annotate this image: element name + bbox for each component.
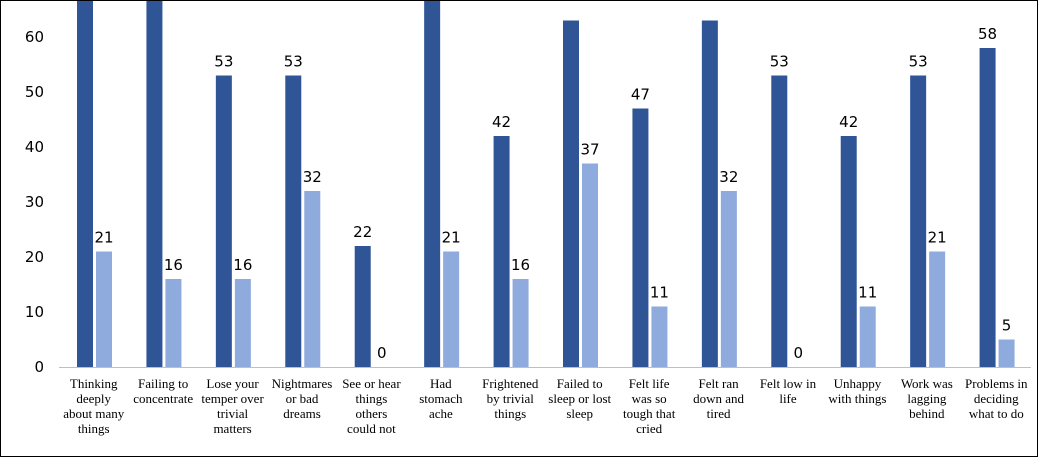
bar-series-1: [910, 75, 927, 367]
data-label: 16: [511, 256, 530, 274]
data-label: 32: [719, 168, 738, 186]
y-tick-label: 20: [25, 248, 44, 266]
data-label: 53: [770, 53, 789, 71]
bar-series-2: [720, 191, 737, 367]
data-label: 37: [580, 141, 599, 159]
data-label: 21: [94, 229, 113, 247]
y-tick-label: 50: [25, 83, 44, 101]
data-label: 11: [650, 284, 669, 302]
data-label: 58: [978, 25, 997, 43]
category-label: Work was lagging behind: [901, 376, 953, 421]
bar-series-1: [146, 1, 163, 367]
category-label: Failed to sleep or lost sleep: [548, 376, 611, 421]
bar-series-2: [651, 306, 668, 367]
bar-series-1: [771, 75, 788, 367]
bar-series-2: [96, 251, 112, 367]
y-tick-label: 0: [34, 358, 44, 376]
bar-series-2: [582, 163, 598, 367]
bar-series-1: [285, 75, 302, 367]
data-label: 0: [377, 344, 387, 362]
y-tick-label: 60: [25, 28, 44, 46]
bar-series-2: [165, 279, 182, 367]
data-label: 16: [233, 256, 252, 274]
category-label: Had stomach ache: [419, 376, 463, 421]
category-label: Failing to concentrate: [133, 376, 193, 406]
bar-series-1: [215, 75, 232, 367]
bar-series-2: [304, 191, 321, 367]
bar-series-1: [424, 1, 441, 367]
data-label: 42: [492, 113, 511, 131]
data-label: 53: [284, 53, 303, 71]
data-label: 21: [442, 229, 461, 247]
category-label: Thinking deeply about many things: [63, 376, 125, 436]
data-label: 47: [631, 86, 650, 104]
bar-series-1: [77, 1, 93, 367]
category-label: Problems in deciding what to do: [965, 376, 1028, 421]
category-label: Frightened by trivial things: [482, 376, 539, 421]
bar-series-2: [443, 251, 460, 367]
category-label: See or hear things others could not: [342, 376, 401, 436]
y-tick-label: 30: [25, 193, 44, 211]
data-label: 32: [303, 168, 322, 186]
bar-series-2: [234, 279, 251, 367]
data-label: 22: [353, 223, 372, 241]
category-label: Felt ran down and tired: [693, 376, 744, 421]
bar-series-2: [512, 279, 529, 367]
y-tick-label: 10: [25, 303, 44, 321]
y-tick-label: 40: [25, 138, 44, 156]
bar-series-1: [354, 246, 371, 367]
data-label: 5: [1002, 317, 1012, 335]
data-label: 21: [928, 229, 947, 247]
category-label: Nightmares or bad dreams: [272, 376, 333, 421]
data-label: 53: [909, 53, 928, 71]
data-label: 53: [214, 53, 233, 71]
bar-series-2: [859, 306, 876, 367]
category-label: Unhappy with things: [828, 376, 886, 406]
category-label: Felt life was so tough that cried: [623, 376, 676, 436]
data-label: 11: [858, 284, 877, 302]
bar-series-1: [563, 20, 579, 367]
data-label: 0: [794, 344, 804, 362]
bar-series-1: [493, 136, 510, 367]
category-label: Lose your temper over trivial matters: [201, 376, 264, 436]
bar-series-2: [998, 339, 1015, 367]
data-label: 42: [839, 113, 858, 131]
data-label: 16: [164, 256, 183, 274]
bar-series-1: [701, 20, 718, 367]
bar-series-1: [979, 48, 996, 367]
bar-series-2: [929, 251, 946, 367]
bar-series-1: [840, 136, 857, 367]
category-label: Felt low in life: [760, 376, 817, 406]
bar-series-1: [632, 108, 649, 367]
